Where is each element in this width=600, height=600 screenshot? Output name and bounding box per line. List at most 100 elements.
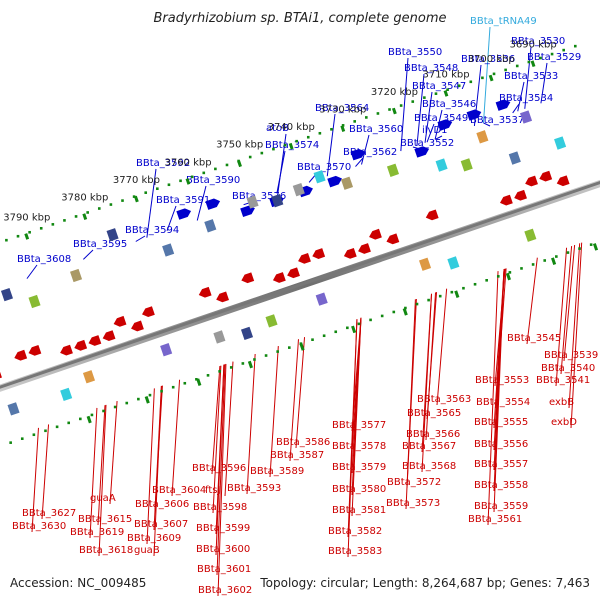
- scale-dot: [416, 303, 419, 306]
- reverse-gene: [13, 350, 27, 362]
- feature-box: [70, 269, 82, 282]
- callout-line-guab: [154, 386, 161, 556]
- scale-dot: [230, 366, 233, 369]
- reverse-gene: [59, 345, 73, 357]
- callout-line-bbta-trna49: [483, 27, 490, 123]
- reverse-gene: [311, 248, 325, 260]
- scale-dot: [520, 267, 523, 270]
- scale-dot: [551, 53, 554, 56]
- scale-dot: [249, 156, 252, 159]
- scale-dot: [265, 354, 268, 357]
- scale-dot: [102, 410, 105, 413]
- scale-dot: [334, 330, 337, 333]
- scale-dot: [21, 437, 24, 440]
- tick-mark-bottom: [353, 326, 355, 333]
- reverse-gene: [27, 345, 41, 357]
- scale-dot: [276, 350, 279, 353]
- tick-mark: [290, 143, 292, 149]
- feature-box-bottom: [419, 258, 431, 271]
- feature-box-bottom: [8, 402, 20, 415]
- scale-dot: [75, 215, 78, 218]
- feature-box-bottom-shape: [213, 330, 225, 343]
- reverse-gene-shape: [385, 233, 399, 245]
- tick-label: 3720 kbp: [371, 87, 418, 98]
- gene-label-bbta-3554: BBta_3554: [476, 397, 530, 408]
- callout-line-bbta-3563: [437, 289, 447, 405]
- tick-mark: [342, 126, 344, 132]
- scale-dot: [528, 61, 531, 64]
- scale-dot: [485, 279, 488, 282]
- forward-gene: [327, 174, 343, 187]
- tick-mark: [532, 61, 534, 67]
- reverse-gene-shape: [524, 176, 538, 188]
- scale-dot: [504, 69, 507, 72]
- scale-dot: [365, 116, 368, 119]
- gene-label-bbta-3566: BBta_3566: [406, 429, 460, 440]
- scale-dot: [381, 315, 384, 318]
- callout-line-bbta-3627: [42, 424, 49, 519]
- feature-box-shape: [436, 158, 448, 171]
- reverse-gene: [538, 171, 552, 183]
- scale-dot: [307, 136, 310, 139]
- reverse-gene-shape: [311, 248, 325, 260]
- scale-dot: [261, 152, 264, 155]
- scale-dot: [149, 394, 152, 397]
- reverse-gene: [555, 175, 569, 187]
- gene-label-bbta-3606: BBta_3606: [135, 499, 189, 510]
- scale-dot: [578, 247, 581, 250]
- reverse-gene-shape: [112, 316, 126, 328]
- gene-label-bbta-3545: BBta_3545: [507, 333, 561, 344]
- gene-label-exbd: exbD: [551, 417, 577, 428]
- gene-label-bbta-3627: BBta_3627: [22, 508, 76, 519]
- feature-box: [461, 158, 473, 171]
- gene-label-bbta-3590: BBta_3590: [186, 175, 240, 186]
- callout-line-bbta-3559: [494, 269, 504, 512]
- feature-box-shape: [204, 219, 216, 232]
- feature-box-bottom: [316, 292, 328, 305]
- accession-label: Accession: NC_009485: [10, 576, 146, 590]
- reverse-gene: [141, 306, 155, 318]
- gene-label-bbta-3552: BBta_3552: [400, 138, 454, 149]
- gene-label-bbta-3602: BBta_3602: [198, 585, 252, 596]
- scale-dot: [98, 207, 101, 210]
- feature-box: [387, 164, 399, 177]
- reverse-gene-shape: [271, 272, 285, 284]
- feature-box: [162, 243, 174, 256]
- reverse-gene: [197, 287, 211, 299]
- gene-label-bbta-3604: BBta_3604: [152, 485, 206, 496]
- reverse-gene: [368, 229, 382, 241]
- scale-dot: [226, 164, 229, 167]
- reverse-gene-shape: [297, 253, 311, 265]
- scale-dot: [156, 187, 159, 190]
- scale-dot: [137, 398, 140, 401]
- feature-box-bottom: [60, 388, 72, 401]
- gene-label-bbta-3601: BBta_3601: [197, 564, 251, 575]
- scale-dot: [5, 239, 8, 242]
- feature-box-shape: [28, 295, 40, 308]
- feature-box-shape: [1, 288, 13, 301]
- tick-mark: [187, 179, 189, 185]
- reverse-gene-shape: [368, 229, 382, 241]
- reverse-gene: [87, 335, 101, 347]
- scale-dot: [218, 370, 221, 373]
- tick-mark: [445, 91, 447, 97]
- scale-dot: [40, 227, 43, 230]
- gene-label-bbta-3565: BBta_3565: [407, 408, 461, 419]
- reverse-gene: [499, 195, 513, 207]
- gene-label-guab: guaB: [134, 545, 160, 556]
- reverse-gene: [342, 248, 356, 260]
- scale-dot: [110, 203, 113, 206]
- tick-label: 3760 kbp: [164, 157, 211, 168]
- tick-label: 3710 kbp: [422, 69, 469, 80]
- gene-label-bbta-3594: BBta_3594: [125, 225, 179, 236]
- scale-dot: [323, 334, 326, 337]
- tick-mark-bottom: [552, 258, 554, 265]
- gene-label-exbb: exbB: [549, 397, 574, 408]
- reverse-gene: [271, 272, 285, 284]
- tick-mark: [239, 161, 241, 167]
- scale-dot: [17, 235, 20, 238]
- feature-box-shape: [476, 130, 488, 143]
- scale-dot: [28, 231, 31, 234]
- gene-label-bbta-3608: BBta_3608: [17, 254, 71, 265]
- feature-box-bottom-shape: [60, 388, 72, 401]
